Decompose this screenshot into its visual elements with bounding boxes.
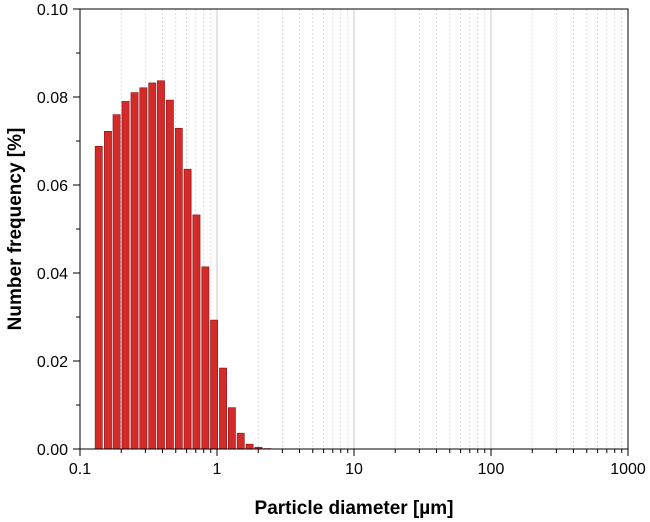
histogram-bar — [94, 145, 103, 450]
x-tick-label: 100 — [478, 461, 505, 478]
histogram-bar — [148, 82, 157, 450]
y-tick-label: 0.10 — [37, 2, 68, 19]
grid-layer — [120, 9, 623, 449]
histogram-bar — [192, 214, 201, 450]
histogram-bar — [104, 131, 112, 450]
x-tick-label: 1 — [213, 461, 222, 478]
y-tick-label: 0.02 — [37, 354, 68, 371]
y-tick-label: 0.00 — [37, 442, 68, 459]
x-tick-label: 1000 — [610, 461, 646, 478]
y-tick-label: 0.06 — [37, 178, 68, 195]
histogram-bar — [201, 266, 210, 450]
y-axis-title: Number frequency [%] — [5, 128, 26, 331]
histogram-bar — [183, 168, 192, 450]
ticks-layer — [73, 8, 629, 456]
bars-layer — [94, 80, 272, 450]
histogram-bar — [210, 319, 219, 450]
histogram-bar — [236, 432, 245, 450]
histogram-bar — [245, 443, 254, 450]
histogram-bar — [112, 114, 121, 450]
x-axis-title: Particle diameter [µm] — [255, 498, 454, 519]
histogram-bar — [219, 367, 227, 450]
tick-labels-layer: 0.1 1 10 100 1000 0.00 0.02 0.04 0.06 0.08 0.10 — [37, 2, 646, 478]
histogram-bar — [121, 101, 130, 450]
histogram-bar — [165, 99, 174, 450]
histogram-bar — [227, 407, 236, 450]
y-tick-label: 0.08 — [37, 90, 68, 107]
histogram-bar — [139, 87, 148, 450]
x-tick-label: 10 — [345, 461, 363, 478]
histogram-bar — [157, 80, 165, 450]
y-tick-label: 0.04 — [37, 266, 68, 283]
histogram-bar — [174, 127, 183, 450]
x-tick-label: 0.1 — [69, 461, 91, 478]
histogram-bar — [130, 92, 139, 450]
